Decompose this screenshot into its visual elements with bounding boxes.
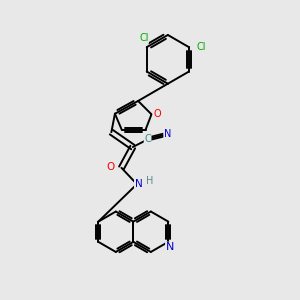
Text: H: H [146,176,153,186]
Text: Cl: Cl [197,42,206,52]
Text: C: C [144,134,151,144]
Text: O: O [106,162,114,172]
Text: O: O [153,109,160,119]
Text: N: N [166,242,174,252]
Text: N: N [134,179,142,189]
Text: Cl: Cl [139,33,148,43]
Text: N: N [164,129,171,139]
